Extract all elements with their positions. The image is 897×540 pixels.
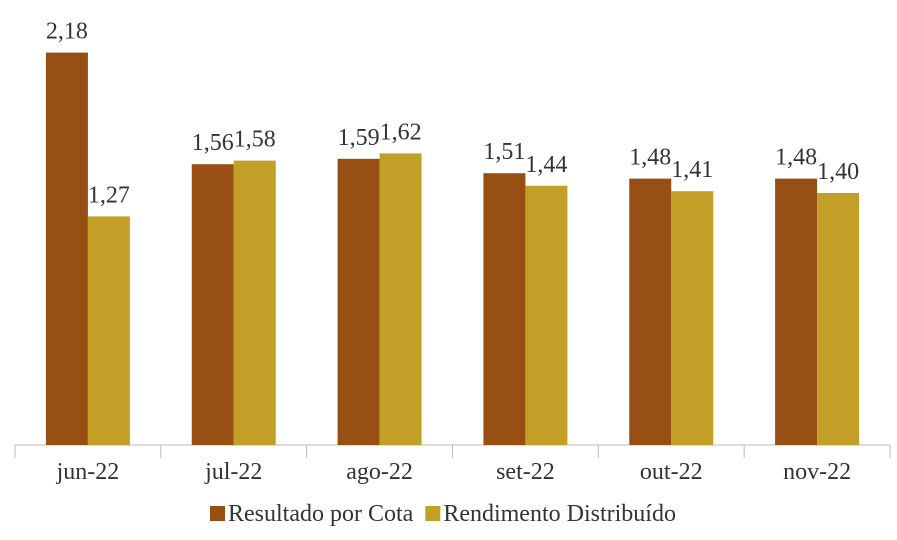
x-tick-label: jul-22	[204, 459, 262, 485]
bar	[525, 185, 568, 446]
value-label: 1,59	[338, 125, 380, 151]
bar	[775, 178, 818, 445]
x-tick-label: set-22	[496, 459, 555, 485]
value-label: 1,62	[380, 119, 422, 145]
bar	[45, 52, 88, 445]
bar	[337, 158, 380, 446]
bar	[483, 173, 526, 445]
value-label: 1,48	[775, 145, 817, 171]
x-tick-label: out-22	[640, 459, 703, 485]
bar	[233, 160, 276, 445]
bar	[191, 164, 234, 445]
value-label: 1,56	[192, 130, 234, 156]
legend-swatch	[425, 506, 441, 521]
x-tick-label: nov-22	[783, 459, 851, 485]
legend-swatch	[210, 506, 225, 521]
x-tick-label: jun-22	[56, 459, 120, 485]
value-label: 1,48	[629, 145, 671, 171]
bar	[817, 193, 860, 445]
value-label: 2,18	[46, 19, 88, 45]
x-tick-label: ago-22	[346, 459, 413, 485]
value-label: 1,58	[234, 127, 276, 153]
value-label: 1,41	[671, 157, 713, 183]
bar	[629, 178, 672, 445]
bar	[671, 191, 714, 445]
value-label: 1,40	[817, 159, 859, 185]
bar	[87, 216, 130, 445]
value-label: 1,44	[525, 152, 567, 178]
bar	[379, 153, 422, 445]
value-label: 1,27	[88, 182, 130, 208]
legend-label: Resultado por Cota	[228, 501, 414, 527]
legend-label: Rendimento Distribuído	[443, 501, 676, 527]
value-label: 1,51	[483, 139, 525, 165]
